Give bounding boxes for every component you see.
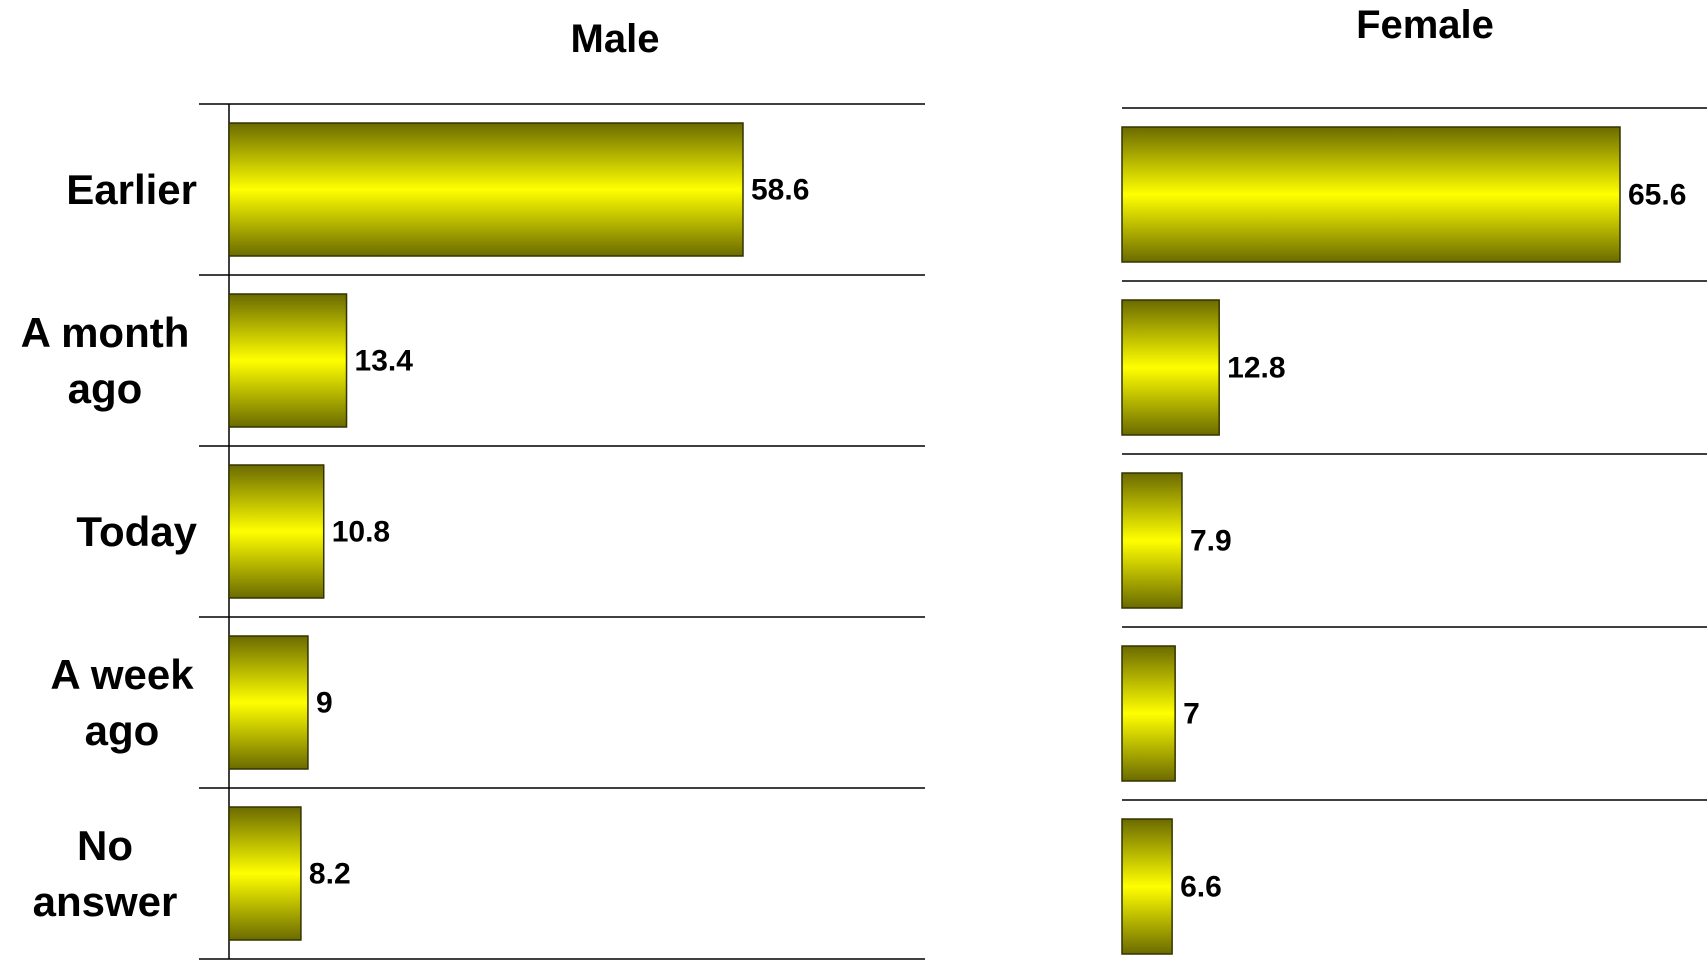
- category-label: A week: [50, 651, 194, 698]
- data-label: 10.8: [332, 516, 390, 549]
- category-label: Earlier: [66, 166, 197, 213]
- chart-title: Female: [1356, 3, 1494, 47]
- bar: [1121, 818, 1173, 955]
- category-labels: Earlier A month ago Today A week ago No answer: [21, 166, 198, 925]
- category-label: A month: [21, 309, 190, 356]
- data-label: 65.6: [1628, 179, 1686, 212]
- bar: [228, 464, 325, 599]
- bar: [1121, 126, 1621, 263]
- category-label: ago: [85, 707, 160, 754]
- data-label: 6.6: [1180, 871, 1222, 904]
- bar: [228, 122, 744, 257]
- category-label: Today: [76, 508, 197, 555]
- bar: [1121, 645, 1176, 782]
- category-label: No: [77, 822, 133, 869]
- category-label: ago: [68, 365, 143, 412]
- data-label: 58.6: [751, 174, 809, 207]
- data-label: 9: [316, 687, 333, 720]
- chart-panel-female: Female 65.6 12.8 7.9 7 6.6: [1121, 3, 1707, 955]
- category-label: answer: [33, 878, 178, 925]
- data-label: 7: [1183, 698, 1200, 731]
- bar: [1121, 472, 1183, 609]
- bar: [228, 635, 309, 770]
- data-label: 12.8: [1227, 352, 1285, 385]
- bar: [228, 806, 302, 941]
- bar: [228, 293, 348, 428]
- data-label: 7.9: [1190, 525, 1232, 558]
- data-label: 8.2: [309, 858, 351, 891]
- data-label: 13.4: [355, 345, 414, 378]
- bar: [1121, 299, 1220, 436]
- chart-panel-male: Male 58.6 13.4 10.8 9 8.2: [199, 17, 925, 960]
- chart-title: Male: [571, 17, 660, 61]
